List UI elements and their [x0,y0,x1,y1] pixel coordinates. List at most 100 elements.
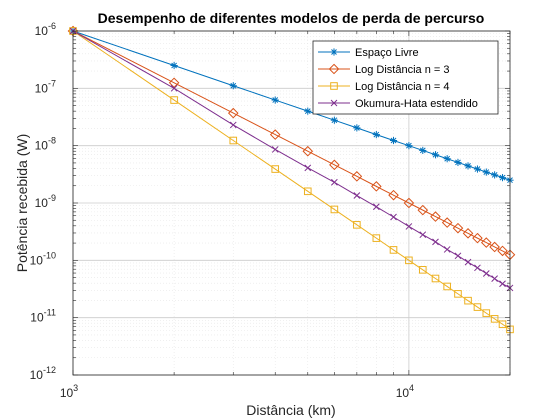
data-point [372,234,381,242]
data-point [482,270,490,277]
data-point [491,275,498,282]
data-point [405,142,413,150]
data-point [271,165,280,173]
data-point [419,231,427,239]
data-point [491,171,499,179]
data-point [351,171,363,182]
data-point [170,96,178,104]
legend-entry: Log Distância n = 3 [318,63,449,76]
data-point [372,130,380,139]
tick-labels: 103 104 10-12 10-11 10-10 10-9 10-8 10-7 10-6 [30,21,414,400]
data-point [229,136,238,145]
data-point [482,309,491,317]
x-tick-label: 104 [396,383,414,400]
data-point [454,252,462,260]
data-point [405,256,413,265]
legend-box [312,40,499,115]
data-point [499,280,506,288]
data-point [170,84,178,92]
data-point [443,282,451,291]
data-point [302,145,314,157]
data-point [389,136,398,145]
data-point [372,203,380,211]
legend-marker [330,82,338,90]
data-point [418,266,427,274]
data-point [390,213,397,221]
series-line [72,30,511,181]
y-tick-label: 10-12 [30,365,56,382]
data-point [330,205,339,214]
legend-label: Espaço Livre [355,47,419,59]
data-point [464,162,472,170]
data-point [443,246,451,253]
legend-entry: Okumura-Hata estendido [318,98,478,110]
y-tick-label: 10-8 [35,136,56,153]
data-point [417,204,429,216]
data-point [432,238,439,246]
legend-entry: Log Distância n = 4 [318,81,449,93]
data-point [269,129,281,140]
data-point [452,222,464,234]
data-point [271,96,279,104]
data-point [489,241,500,253]
chart-title: Desempenho de diferentes modelos de perd… [98,10,485,26]
legend-marker [330,48,338,56]
data-point [474,264,481,272]
data-point [303,187,312,196]
data-point [371,181,382,192]
y-axis-label: Potência recebida (W) [14,134,30,273]
y-tick-label: 10-9 [35,193,56,210]
data-point [490,315,499,323]
y-tick-label: 10-7 [35,78,56,95]
data-point [229,82,237,90]
data-point [403,197,415,209]
data-point [454,290,462,298]
series-line [72,30,511,256]
legend-marker [330,99,338,107]
legend-label: Okumura-Hata estendido [355,98,478,110]
data-point [464,258,472,266]
data-point [430,211,441,222]
data-point [227,107,239,119]
legend: Espaço Livre Log Distância n = 3 Log Distâ… [312,40,499,115]
data-point [482,168,490,176]
data-point [353,124,361,132]
series-3 [69,27,514,334]
legend-label: Log Distância n = 3 [355,64,449,76]
data-point [388,189,399,201]
data-point [353,192,361,199]
data-point [464,296,472,305]
data-point [480,237,492,248]
data-point [419,146,427,155]
data-point [473,303,482,311]
y-tick-label: 10-10 [30,250,56,267]
data-point [304,164,312,172]
legend-marker [328,63,340,75]
data-point [329,159,340,171]
data-point [472,232,483,244]
series-4 [69,27,514,292]
data-point [229,121,237,129]
data-point [462,228,474,239]
data-point [304,107,312,115]
data-point [431,151,440,159]
data-point [331,178,338,186]
legend-items: Espaço Livre Log Distância n = 3 Log Distâ… [318,47,478,110]
data-point [353,221,361,229]
data-point [389,246,398,254]
data-point [454,158,462,167]
data-point [271,146,279,153]
data-point [431,274,440,283]
data-point [498,320,507,329]
data-point [443,155,451,163]
x-axis-label: Distância (km) [246,402,335,418]
data-point [498,174,507,182]
data-point [405,223,413,230]
data-point [497,245,508,257]
x-tick-label: 103 [60,383,78,400]
data-point [473,165,482,173]
data-point [441,217,453,228]
y-tick-label: 10-6 [35,21,56,38]
data-point [168,77,180,89]
